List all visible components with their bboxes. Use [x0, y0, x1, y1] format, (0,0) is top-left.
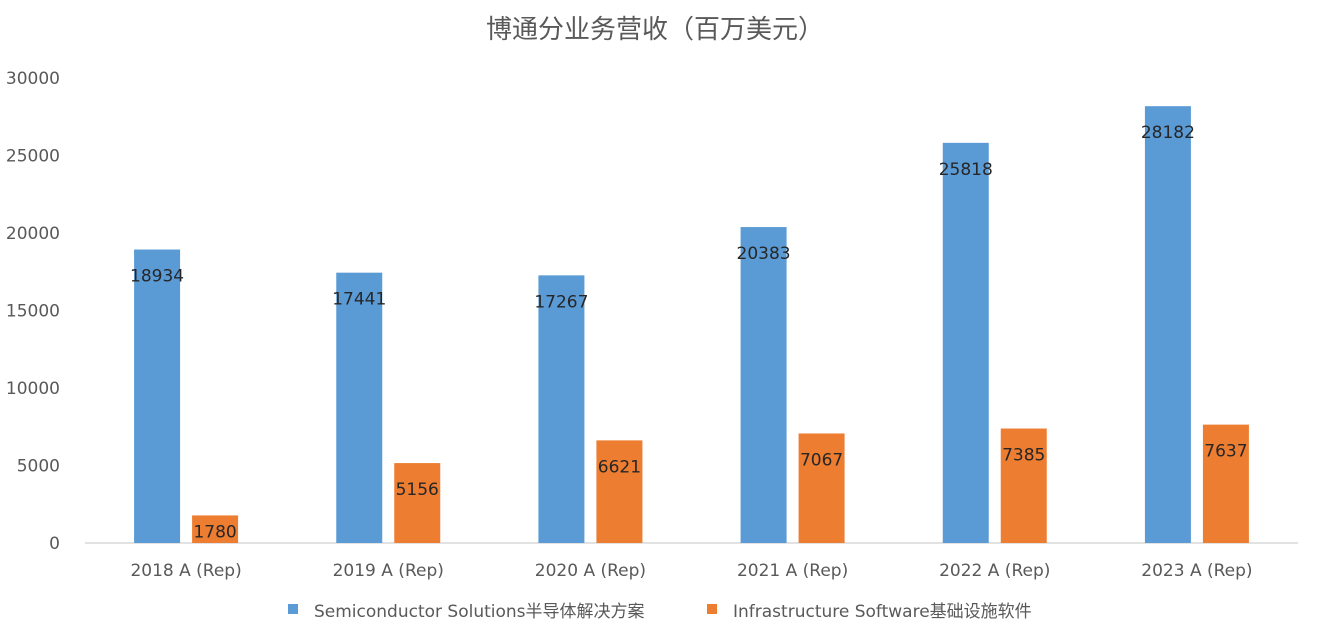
y-tick-label: 30000	[6, 69, 60, 89]
data-label: 17267	[534, 292, 588, 312]
data-labels: 18934 1780 17441 5156 17267 6621 20383 7067 2581…	[130, 123, 1248, 542]
bar-software	[798, 433, 845, 543]
bar-software	[596, 440, 643, 543]
x-tick-label: 2020 A (Rep)	[535, 561, 646, 581]
bar-semiconductor	[336, 272, 383, 543]
bar-software	[1000, 428, 1047, 543]
data-label: 1780	[193, 522, 236, 542]
legend-swatch	[288, 604, 298, 614]
bar-software	[192, 515, 239, 543]
y-tick-label: 20000	[6, 224, 60, 244]
data-label: 5156	[396, 480, 439, 500]
data-label: 6621	[598, 457, 641, 477]
y-tick-label: 0	[49, 534, 60, 554]
bar-software	[394, 463, 441, 543]
x-tick-label: 2021 A (Rep)	[737, 561, 848, 581]
data-label: 17441	[332, 290, 386, 310]
data-label: 25818	[939, 160, 993, 180]
x-axis: 2018 A (Rep) 2019 A (Rep) 2020 A (Rep) 2021…	[130, 561, 1252, 581]
x-tick-label: 2019 A (Rep)	[333, 561, 444, 581]
y-tick-label: 25000	[6, 147, 60, 167]
y-tick-label: 5000	[17, 457, 60, 477]
bar-semiconductor	[942, 142, 989, 544]
y-tick-label: 10000	[6, 379, 60, 399]
bar-semiconductor	[1144, 106, 1191, 543]
legend: Semiconductor Solutions半导体解决方案 Infrastruc…	[288, 602, 1032, 622]
legend-label: Semiconductor Solutions半导体解决方案	[314, 602, 645, 622]
data-label: 20383	[737, 244, 791, 264]
bar-software	[1202, 424, 1249, 543]
data-label: 18934	[130, 267, 184, 287]
legend-swatch	[707, 604, 717, 614]
bar-semiconductor	[740, 227, 787, 543]
x-tick-label: 2022 A (Rep)	[939, 561, 1050, 581]
x-tick-label: 2023 A (Rep)	[1141, 561, 1252, 581]
data-label: 28182	[1141, 123, 1195, 143]
bar-semiconductor	[538, 275, 585, 543]
x-tick-label: 2018 A (Rep)	[130, 561, 241, 581]
data-label: 7067	[800, 450, 843, 470]
y-axis: 0 5000 10000 15000 20000 25000 30000	[6, 69, 60, 554]
chart-title: 博通分业务营收（百万美元）	[486, 15, 824, 45]
bar-semiconductor	[134, 249, 181, 543]
data-label: 7637	[1204, 442, 1247, 462]
legend-label: Infrastructure Software基础设施软件	[733, 602, 1032, 622]
y-tick-label: 15000	[6, 302, 60, 322]
data-label: 7385	[1002, 446, 1045, 466]
bars	[134, 106, 1249, 544]
